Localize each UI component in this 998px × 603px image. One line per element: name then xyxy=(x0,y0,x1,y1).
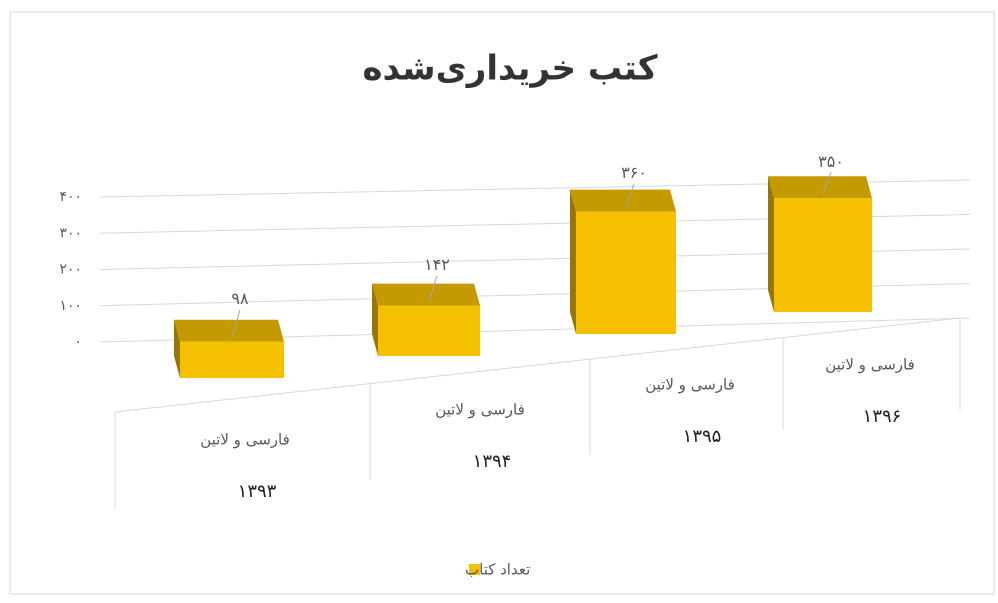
bar-side xyxy=(570,189,576,334)
category-year: ۱۳۹۴ xyxy=(473,451,512,472)
bar-top xyxy=(372,283,480,306)
y-tick-label: ۰ xyxy=(74,334,82,350)
category-year: ۱۳۹۵ xyxy=(683,426,722,447)
bar-top xyxy=(174,319,284,342)
category-label: فارسی و لاتین xyxy=(200,431,290,449)
bar-side xyxy=(174,319,180,378)
y-tick-label: ۱۰۰ xyxy=(59,298,82,314)
category-label: فارسی و لاتین xyxy=(825,356,915,374)
category-label: فارسی و لاتین xyxy=(435,401,525,419)
y-tick-label: ۳۰۰ xyxy=(59,225,82,241)
bar xyxy=(180,341,284,378)
value-label: ۱۴۲ xyxy=(424,255,450,274)
y-tick-label: ۴۰۰ xyxy=(59,189,82,205)
leader-line xyxy=(625,183,635,208)
value-label: ۳۶۰ xyxy=(621,163,647,182)
leader-line xyxy=(428,275,438,302)
value-label: ۳۵۰ xyxy=(818,152,844,171)
leader-line xyxy=(231,309,241,338)
floor-table xyxy=(114,317,961,510)
y-tick-label: ۲۰۰ xyxy=(59,262,82,278)
legend-label: تعداد کتاب xyxy=(465,561,530,579)
bar-side xyxy=(372,283,378,356)
bar-top xyxy=(768,176,872,199)
chart-title: کتب خریداری‌شده xyxy=(362,49,657,89)
bar xyxy=(576,211,676,334)
legend-swatch xyxy=(469,564,480,575)
bar xyxy=(378,305,480,356)
leader-line xyxy=(822,172,832,195)
bar-side xyxy=(768,176,774,312)
category-year: ۱۳۹۶ xyxy=(863,406,902,427)
value-label: ۹۸ xyxy=(231,289,249,308)
category-year: ۱۳۹۳ xyxy=(238,481,277,502)
bar-top xyxy=(570,189,676,212)
table-edge xyxy=(114,317,961,413)
category-label: فارسی و لاتین xyxy=(645,376,735,394)
bar xyxy=(774,198,872,312)
